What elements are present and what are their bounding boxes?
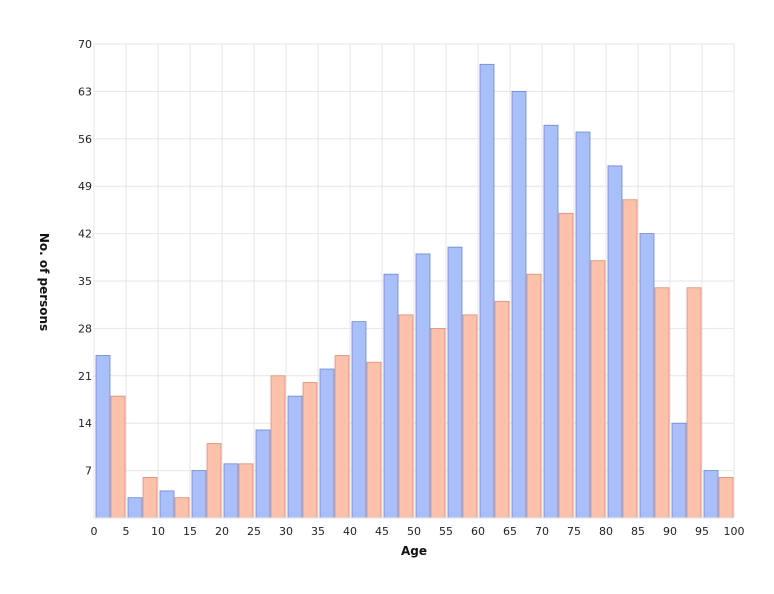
bar-series-a <box>319 368 335 519</box>
x-tick-label: 30 <box>279 525 293 538</box>
x-tick-label: 65 <box>503 525 517 538</box>
bar-series-a <box>159 490 175 519</box>
bar-series-a <box>255 429 271 519</box>
y-tick-label: 70 <box>78 38 92 51</box>
y-tick-label: 42 <box>78 228 92 241</box>
bar-series-a <box>447 246 463 519</box>
bar-series-a <box>543 124 559 519</box>
bar-series-a <box>351 321 367 519</box>
bar-series-b <box>110 395 126 519</box>
bar-series-b <box>558 212 574 519</box>
y-tick-label: 7 <box>85 465 92 478</box>
bar-series-a <box>127 497 143 519</box>
y-tick-label: 35 <box>78 275 92 288</box>
x-tick-label: 60 <box>471 525 485 538</box>
bars <box>95 63 734 519</box>
x-tick-label: 70 <box>535 525 549 538</box>
bar-series-b <box>526 273 542 519</box>
x-tick-label: 0 <box>91 525 98 538</box>
bar-series-b <box>462 314 478 519</box>
bar-series-b <box>302 382 318 519</box>
bar-series-b <box>590 260 606 519</box>
bar-series-a <box>287 395 303 519</box>
y-tick-label: 14 <box>78 417 92 430</box>
x-tick-label: 90 <box>663 525 677 538</box>
bar-series-a <box>191 470 207 519</box>
bar-series-a <box>703 470 719 519</box>
x-tick-label: 80 <box>599 525 613 538</box>
y-tick-label: 28 <box>78 322 92 335</box>
x-axis-title: Age <box>401 544 427 558</box>
x-tick-label: 40 <box>343 525 357 538</box>
bar-series-a <box>607 165 623 519</box>
y-axis-title: No. of persons <box>37 233 51 331</box>
bar-series-b <box>174 497 190 519</box>
bar-series-a <box>415 253 431 519</box>
x-tick-label: 100 <box>724 525 745 538</box>
bar-series-b <box>430 327 446 519</box>
bar-series-b <box>686 287 702 519</box>
bar-series-a <box>639 233 655 519</box>
bar-series-a <box>95 355 111 519</box>
bar-series-b <box>238 463 254 519</box>
bar-series-b <box>654 287 670 519</box>
bar-series-b <box>366 361 382 519</box>
bar-series-b <box>494 300 510 519</box>
bar-series-b <box>206 443 222 519</box>
x-tick-label: 45 <box>375 525 389 538</box>
x-tick-label: 95 <box>695 525 709 538</box>
x-tick-label: 55 <box>439 525 453 538</box>
x-tick-label: 20 <box>215 525 229 538</box>
axes: 0 5 10 15 20 25 30 35 40 45 50 55 60 65 70 75 80 85 90 95 10… <box>78 38 745 538</box>
bar-series-b <box>270 375 286 519</box>
x-tick-label: 50 <box>407 525 421 538</box>
bar-series-b <box>398 314 414 519</box>
x-tick-label: 15 <box>183 525 197 538</box>
bar-series-a <box>223 463 239 519</box>
x-tick-label: 35 <box>311 525 325 538</box>
y-tick-label: 21 <box>78 370 92 383</box>
bar-series-b <box>622 199 638 519</box>
bar-series-a <box>383 273 399 519</box>
bar-series-a <box>575 131 591 519</box>
bar-series-a <box>511 91 527 519</box>
bar-series-b <box>142 476 158 519</box>
grid <box>93 43 735 518</box>
x-tick-label: 10 <box>151 525 165 538</box>
x-tick-label: 5 <box>123 525 130 538</box>
x-tick-label: 25 <box>247 525 261 538</box>
y-tick-label: 49 <box>78 180 92 193</box>
bar-series-b <box>334 355 350 519</box>
y-tick-label: 63 <box>78 85 92 98</box>
bar-series-a <box>479 63 495 519</box>
y-tick-label: 56 <box>78 133 92 146</box>
x-tick-label: 85 <box>631 525 645 538</box>
x-tick-label: 75 <box>567 525 581 538</box>
bar-series-b <box>718 476 734 519</box>
bar-series-a <box>671 422 687 519</box>
